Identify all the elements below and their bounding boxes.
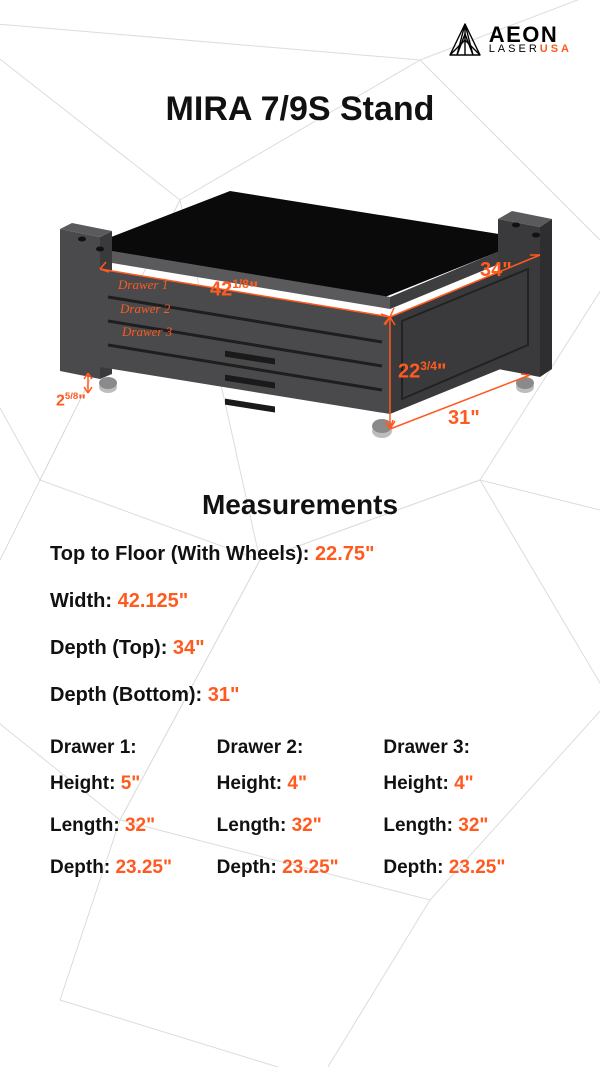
drawer-1-title: Drawer 1: — [50, 737, 217, 759]
dim-wheel: 25/8" — [56, 391, 86, 410]
dim-depth-bottom: 31" — [448, 407, 480, 430]
measurements-list: Top to Floor (With Wheels): 22.75" Width… — [0, 543, 600, 707]
measure-top-to-floor: Top to Floor (With Wheels): 22.75" — [50, 543, 550, 566]
drawer-2-length: Length: 32" — [217, 815, 384, 837]
dim-height: 223/4" — [398, 359, 446, 384]
drawer-1-height: Height: 5" — [50, 773, 217, 795]
drawer-1-col: Drawer 1: Height: 5" Length: 32" Depth: … — [50, 737, 217, 899]
drawer-1-length: Length: 32" — [50, 815, 217, 837]
drawer-3-title: Drawer 3: — [383, 737, 550, 759]
drawer-1-label: Drawer 1 — [118, 277, 168, 293]
drawer-3-height: Height: 4" — [383, 773, 550, 795]
drawer-2-title: Drawer 2: — [217, 737, 384, 759]
drawer-2-col: Drawer 2: Height: 4" Length: 32" Depth: … — [217, 737, 384, 899]
drawer-2-height: Height: 4" — [217, 773, 384, 795]
drawer-spec-columns: Drawer 1: Height: 5" Length: 32" Depth: … — [0, 737, 600, 899]
dim-depth-top: 34" — [480, 259, 512, 282]
page-title: MIRA 7/9S Stand — [0, 0, 600, 129]
measurements-heading: Measurements — [0, 489, 600, 521]
logo-mark-icon — [447, 22, 483, 58]
measure-width: Width: 42.125" — [50, 590, 550, 613]
logo-subline: LASERUSA — [489, 45, 572, 55]
drawer-2-label: Drawer 2 — [120, 301, 170, 317]
drawer-3-col: Drawer 3: Height: 4" Length: 32" Depth: … — [383, 737, 550, 899]
product-diagram: 421/8" 34" 223/4" 31" 25/8" Drawer 1 Dra… — [0, 129, 600, 469]
drawer-1-depth: Depth: 23.25" — [50, 857, 217, 879]
drawer-3-label: Drawer 3 — [122, 324, 172, 340]
measure-depth-top: Depth (Top): 34" — [50, 637, 550, 660]
brand-logo: AEON LASERUSA — [447, 22, 572, 58]
drawer-3-depth: Depth: 23.25" — [383, 857, 550, 879]
drawer-3-length: Length: 32" — [383, 815, 550, 837]
drawer-2-depth: Depth: 23.25" — [217, 857, 384, 879]
dim-width: 421/8" — [210, 277, 258, 302]
measure-depth-bottom: Depth (Bottom): 31" — [50, 684, 550, 707]
